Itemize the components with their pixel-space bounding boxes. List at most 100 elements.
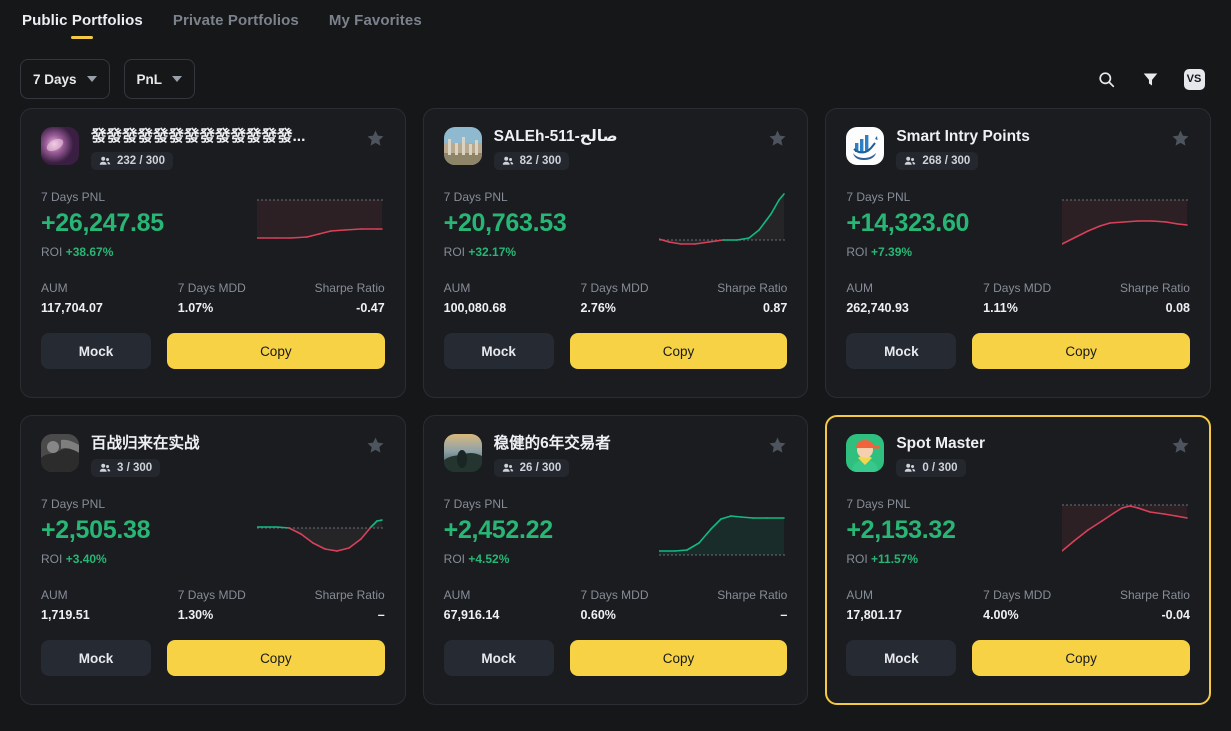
favorite-star-icon[interactable]	[366, 129, 385, 153]
mock-button[interactable]: Mock	[846, 640, 957, 676]
title-wrap: 稳健的6年交易者 26 / 300	[493, 434, 769, 479]
favorite-star-icon[interactable]	[1171, 436, 1190, 460]
copy-button[interactable]: Copy	[167, 333, 385, 369]
title-wrap: 百战归来在实战 3 / 300	[91, 434, 366, 479]
people-icon	[905, 156, 916, 165]
tab-1[interactable]: Private Portfolios	[172, 12, 299, 29]
favorite-star-icon[interactable]	[768, 436, 787, 460]
pnl-block: 7 Days PNL +2,505.38 ROI +3.40%	[41, 497, 151, 566]
favorite-star-icon[interactable]	[768, 129, 787, 153]
members-badge: 82 / 300	[493, 152, 570, 170]
metric-select-label: PnL	[136, 71, 163, 87]
pnl-label: 7 Days PNL	[443, 497, 508, 511]
roi-row: ROI +32.17%	[444, 245, 567, 259]
portfolio-card[interactable]: Smart Intry Points 268 / 300 7 Days PNL +14…	[825, 108, 1211, 398]
mock-button[interactable]: Mock	[41, 333, 151, 369]
stat-mdd-value: 1.07%	[177, 301, 214, 315]
pnl-value: +2,153.32	[846, 516, 956, 544]
members-badge: 0 / 300	[896, 459, 966, 477]
portfolio-card[interactable]: 百战归来在实战 3 / 300 7 Days PNL +2,505.38 ROI +3.…	[20, 415, 406, 705]
pnl-sparkline-chart	[164, 190, 385, 259]
copy-button[interactable]: Copy	[972, 333, 1190, 369]
stat-aum: AUM 262,740.93	[846, 281, 983, 315]
tab-0[interactable]: Public Portfolios	[20, 8, 145, 41]
members-badge: 268 / 300	[896, 152, 979, 170]
pnl-value: +2,452.22	[443, 516, 554, 544]
stat-sharpe-label: Sharpe Ratio	[717, 281, 788, 295]
avatar	[846, 127, 885, 165]
stat-sharpe-label: Sharpe Ratio	[717, 588, 788, 602]
portfolio-card[interactable]: Spot Master 0 / 300 7 Days PNL +2,153.32 ROI…	[825, 415, 1211, 705]
pnl-block: 7 Days PNL +26,247.85 ROI +38.67%	[41, 190, 164, 259]
roi-value: +32.17%	[468, 245, 517, 259]
pnl-block: 7 Days PNL +2,153.32 ROI +11.57%	[846, 497, 956, 566]
search-icon[interactable]	[1089, 62, 1123, 96]
pnl-sparkline-chart	[150, 497, 385, 566]
portfolio-name: Spot Master	[896, 435, 986, 452]
stat-sharpe-label: Sharpe Ratio	[314, 281, 385, 295]
copy-button[interactable]: Copy	[167, 640, 385, 676]
portfolio-card[interactable]: 發發發發發發發發發發發發發... 232 / 300 7 Days PNL +26,2…	[20, 108, 406, 398]
stat-aum: AUM 100,080.68	[444, 281, 581, 315]
stat-sharpe: Sharpe Ratio -0.47	[315, 281, 385, 315]
mock-button[interactable]: Mock	[846, 333, 957, 369]
stat-mdd-label: 7 Days MDD	[580, 588, 649, 602]
pnl-sparkline-chart	[566, 190, 788, 259]
stats-row: AUM 17,801.17 7 Days MDD 4.00% Sharpe Ratio -…	[846, 588, 1190, 622]
card-header: 發發發發發發發發發發發發發... 232 / 300	[41, 127, 385, 172]
card-actions: Mock Copy	[846, 333, 1190, 369]
stat-mdd: 7 Days MDD 4.00%	[983, 588, 1120, 622]
people-icon	[502, 463, 513, 472]
stat-sharpe: Sharpe Ratio –	[315, 588, 385, 622]
avatar	[41, 127, 79, 165]
stat-sharpe-label: Sharpe Ratio	[1119, 281, 1190, 295]
copy-button[interactable]: Copy	[569, 333, 788, 369]
roi-value: +3.40%	[65, 552, 107, 566]
stat-mdd-value: 2.76%	[580, 301, 616, 315]
stat-aum-label: AUM	[443, 588, 471, 602]
pnl-sparkline-chart	[969, 190, 1190, 259]
card-actions: Mock Copy	[443, 640, 788, 676]
period-select[interactable]: 7 Days	[20, 59, 110, 99]
pnl-value: +2,505.38	[41, 516, 151, 544]
favorite-star-icon[interactable]	[366, 436, 385, 460]
people-icon	[99, 156, 111, 165]
stats-row: AUM 262,740.93 7 Days MDD 1.11% Sharpe Ratio…	[846, 281, 1190, 315]
funnel-icon[interactable]	[1133, 62, 1167, 96]
pnl-value: +20,763.53	[443, 209, 567, 237]
stat-mdd: 7 Days MDD 2.76%	[580, 281, 717, 315]
pnl-block: 7 Days PNL +2,452.22 ROI +4.52%	[443, 497, 554, 566]
stat-sharpe-value: 0.08	[1165, 301, 1190, 315]
pnl-row: 7 Days PNL +26,247.85 ROI +38.67%	[41, 190, 385, 259]
card-actions: Mock Copy	[443, 333, 788, 369]
copy-button[interactable]: Copy	[972, 640, 1190, 676]
roi-row: ROI +4.52%	[444, 552, 553, 566]
card-header: Smart Intry Points 268 / 300	[846, 127, 1190, 172]
members-count: 82 / 300	[519, 155, 562, 167]
pnl-block: 7 Days PNL +20,763.53 ROI +32.17%	[444, 190, 567, 259]
mock-button[interactable]: Mock	[41, 640, 151, 676]
mock-button[interactable]: Mock	[443, 333, 554, 369]
pnl-value: +14,323.60	[846, 209, 970, 237]
favorite-star-icon[interactable]	[1171, 129, 1190, 153]
copy-button[interactable]: Copy	[569, 640, 788, 676]
stat-mdd: 7 Days MDD 1.11%	[983, 281, 1120, 315]
stat-mdd-value: 1.11%	[983, 301, 1018, 315]
members-count: 3 / 300	[117, 462, 153, 474]
vs-compare-button[interactable]: VS	[1177, 62, 1211, 96]
roi-value: +38.67%	[65, 245, 114, 259]
avatar	[443, 434, 482, 472]
tab-2[interactable]: My Favorites	[328, 12, 422, 29]
roi-label: ROI	[443, 552, 465, 566]
portfolio-card[interactable]: 稳健的6年交易者 26 / 300 7 Days PNL +2,452.22 ROI +…	[422, 415, 809, 705]
stat-sharpe: Sharpe Ratio 0.08	[1120, 281, 1190, 315]
stat-mdd-value: 0.60%	[580, 608, 616, 622]
stat-aum-label: AUM	[41, 588, 68, 602]
metric-select[interactable]: PnL	[123, 59, 196, 99]
portfolio-card[interactable]: SALEh-511-صالح 82 / 300 7 Days PNL +20,763.…	[422, 108, 809, 398]
stat-aum-value: 67,916.14	[443, 608, 500, 622]
pnl-sparkline-chart	[956, 497, 1190, 566]
stat-sharpe: Sharpe Ratio -0.04	[1120, 588, 1190, 622]
mock-button[interactable]: Mock	[443, 640, 554, 676]
roi-label: ROI	[443, 245, 465, 259]
